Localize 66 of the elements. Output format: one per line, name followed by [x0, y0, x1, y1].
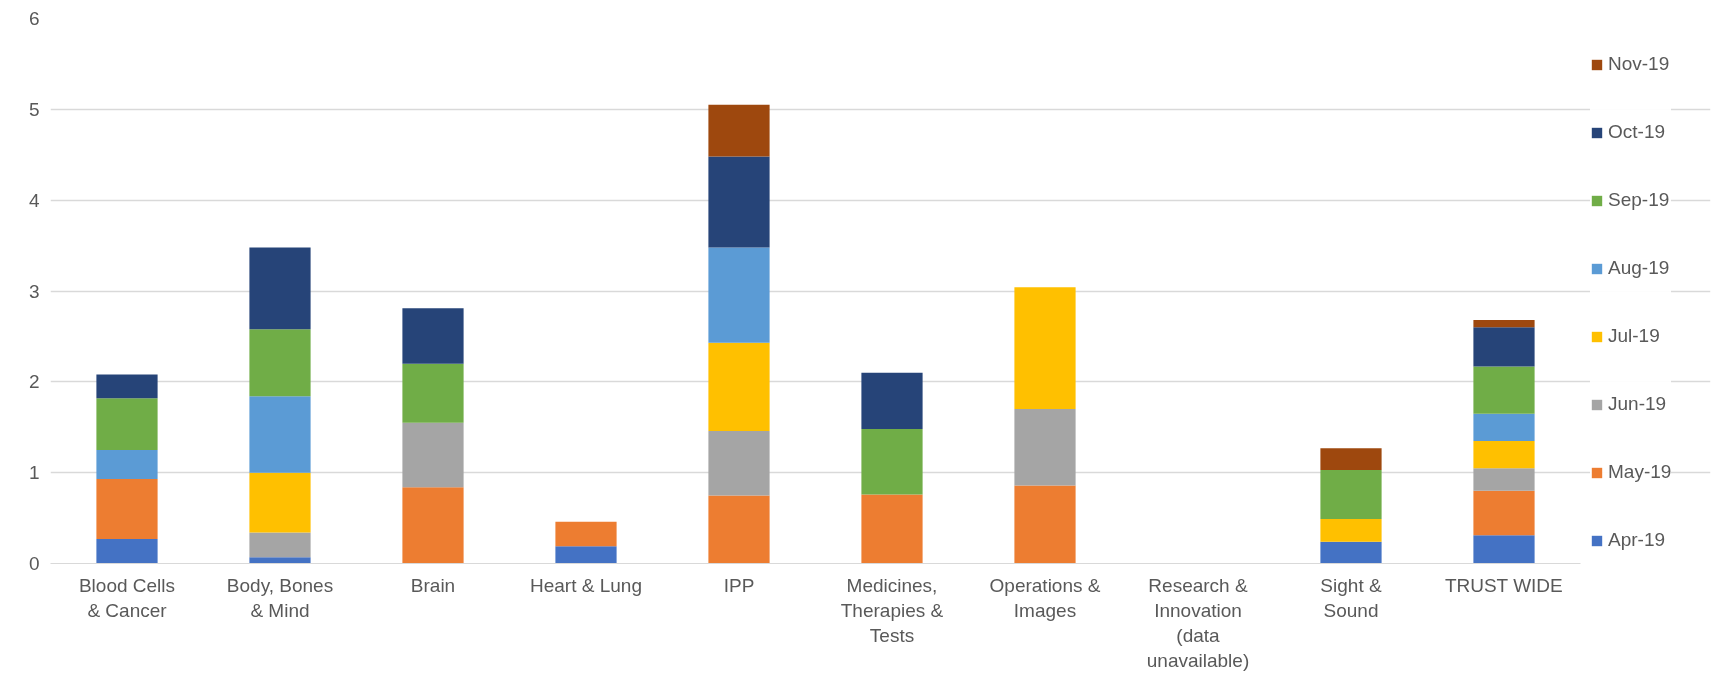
- x-tick-label: Brain: [410, 574, 456, 596]
- legend-label: Oct-19: [1608, 121, 1666, 143]
- y-tick-label: 0: [28, 553, 40, 574]
- bar: [1473, 490, 1535, 536]
- legend-label: Jun-19: [1608, 393, 1667, 415]
- legend-label: Jul-19: [1608, 325, 1660, 347]
- bar: [1473, 366, 1535, 414]
- x-tick-label: Operations & Images: [989, 574, 1101, 621]
- bar: [1014, 409, 1076, 486]
- bar: [249, 329, 311, 397]
- bar: [1320, 518, 1382, 542]
- y-tick-label: 4: [28, 189, 40, 211]
- bar: [1014, 485, 1076, 564]
- bar: [1014, 287, 1076, 410]
- x-tick-label: Medicines, Therapies & Tests: [840, 574, 944, 646]
- bar: [861, 372, 923, 430]
- bar: [1473, 320, 1535, 328]
- bar: [1320, 541, 1382, 564]
- x-tick-label: Research & Innovation (data unavailable): [1146, 574, 1250, 672]
- bar: [1473, 327, 1535, 367]
- bar: [249, 396, 311, 473]
- bar: [1320, 469, 1382, 519]
- bar: [555, 521, 617, 547]
- bar: [96, 398, 158, 450]
- x-tick-label: Body, Bones & Mind: [226, 574, 334, 621]
- y-tick-label: 2: [28, 371, 40, 393]
- bar: [96, 479, 158, 539]
- bar: [708, 104, 770, 157]
- y-tick-label: 6: [28, 8, 40, 29]
- bar: [96, 538, 158, 564]
- legend-label: Aug-19: [1608, 257, 1670, 279]
- bar: [708, 495, 770, 564]
- bar: [861, 494, 923, 564]
- legend-label: Apr-19: [1608, 529, 1666, 551]
- bar: [1473, 413, 1535, 441]
- bar: [249, 532, 311, 558]
- bar: [249, 472, 311, 533]
- bar: [402, 487, 464, 564]
- bar: [402, 308, 464, 364]
- bar: [96, 449, 158, 480]
- bar: [708, 430, 770, 496]
- bar: [249, 247, 311, 330]
- bar: [96, 374, 158, 399]
- x-tick-label: IPP: [723, 574, 755, 596]
- bar: [249, 557, 311, 564]
- y-tick-label: 3: [28, 280, 40, 302]
- bar: [708, 247, 770, 343]
- legend-label: Nov-19: [1608, 53, 1670, 75]
- x-tick-label: Sight & Sound: [1320, 574, 1382, 621]
- bar: [1473, 440, 1535, 469]
- bar: [402, 363, 464, 423]
- bar: [555, 546, 617, 564]
- bar: [1473, 468, 1535, 491]
- x-tick-label: TRUST WIDE: [1444, 574, 1563, 596]
- legend-label: May-19: [1608, 461, 1672, 483]
- y-tick-label: 1: [28, 462, 40, 484]
- y-tick-label: 5: [28, 98, 40, 120]
- bar: [861, 429, 923, 495]
- legend-label: Sep-19: [1608, 189, 1670, 211]
- bar: [1320, 448, 1382, 470]
- x-tick-label: Heart & Lung: [530, 574, 642, 596]
- bar: [402, 422, 464, 488]
- bar: [708, 156, 770, 248]
- bar: [1473, 535, 1535, 564]
- bar: [708, 342, 770, 431]
- x-tick-label: Blood Cells & Cancer: [78, 574, 176, 621]
